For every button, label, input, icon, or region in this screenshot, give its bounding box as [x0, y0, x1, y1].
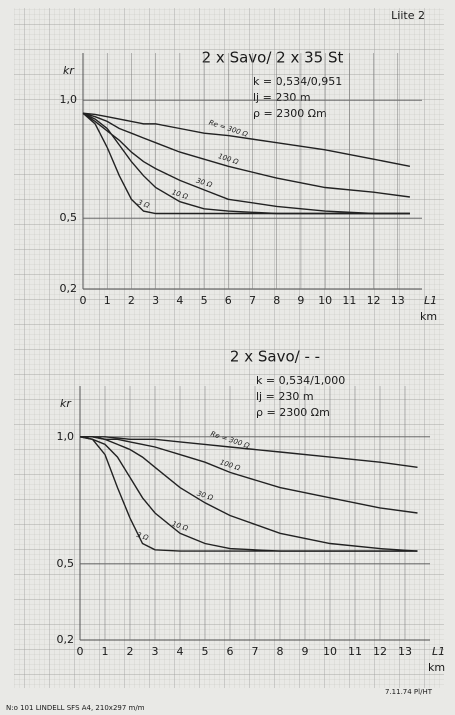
x-axis-label: L1 [432, 645, 445, 658]
chart-title: 2 x Savo/ - - [230, 348, 320, 366]
series-label: 3 Ω [137, 198, 152, 210]
y-tick-label: 0,2 [57, 633, 75, 646]
y-tick-label: 0,5 [57, 557, 75, 570]
x-tick-label: 4 [177, 645, 184, 658]
x-tick-label: 13 [398, 645, 412, 658]
graph-paper [14, 8, 444, 688]
series-line [80, 436, 418, 468]
series-line [80, 436, 418, 552]
x-tick-label: 12 [373, 645, 387, 658]
x-tick-label: 11 [348, 645, 362, 658]
x-tick-label: 10 [318, 294, 332, 307]
series-line [82, 112, 410, 215]
annotation: lj = 230 m [253, 91, 311, 104]
x-tick-label: 11 [342, 294, 356, 307]
x-tick-label: 13 [391, 294, 405, 307]
x-tick-label: 0 [77, 645, 84, 658]
x-axis-unit: km [428, 661, 445, 674]
x-tick-label: 0 [80, 294, 87, 307]
x-tick-label: 7 [252, 645, 259, 658]
x-tick-label: 1 [104, 294, 111, 307]
x-tick-label: 1 [102, 645, 109, 658]
x-tick-label: 2 [128, 294, 135, 307]
y-tick-label: 1,0 [57, 430, 75, 443]
x-tick-label: 6 [225, 294, 232, 307]
series-line [82, 112, 411, 167]
annotation: ρ = 2300 Ωm [253, 107, 327, 120]
x-tick-label: 9 [297, 294, 304, 307]
y-axis-label: kr [63, 64, 75, 77]
x-axis-label: L1 [424, 294, 437, 307]
series-line [82, 112, 410, 215]
chart-title: 2 x Savo/ 2 x 35 St [202, 49, 344, 67]
y-axis-label: kr [60, 397, 72, 410]
series-line [82, 112, 410, 198]
x-tick-label: 7 [249, 294, 256, 307]
series-line [80, 436, 418, 514]
series-label: 3 Ω [136, 531, 151, 543]
annotation: ρ = 2300 Ωm [256, 406, 330, 419]
footer-left: N:o 101 LINDELL SFS A4, 210x297 m/m [6, 704, 145, 712]
annotation: k = 0,534/1,000 [256, 374, 345, 387]
x-tick-label: 3 [152, 645, 159, 658]
x-tick-label: 3 [152, 294, 159, 307]
annotation: k = 0,534/0,951 [253, 75, 342, 88]
x-tick-label: 2 [127, 645, 134, 658]
series-line [79, 436, 418, 552]
x-tick-label: 6 [227, 645, 234, 658]
x-tick-label: 4 [176, 294, 183, 307]
x-tick-label: 9 [302, 645, 309, 658]
footer-right: 7.11.74 Pl/HT [385, 688, 433, 696]
annotation: lj = 230 m [256, 390, 314, 403]
y-tick-label: 1,0 [60, 93, 78, 106]
y-tick-label: 0,2 [60, 282, 78, 295]
x-tick-label: 5 [201, 294, 208, 307]
y-tick-label: 0,5 [60, 211, 78, 224]
x-tick-label: 12 [367, 294, 381, 307]
x-axis-unit: km [420, 310, 437, 323]
x-tick-label: 10 [323, 645, 337, 658]
x-tick-label: 8 [277, 645, 284, 658]
page-label: Liite 2 [391, 9, 425, 22]
x-tick-label: 5 [202, 645, 209, 658]
x-tick-label: 8 [273, 294, 280, 307]
